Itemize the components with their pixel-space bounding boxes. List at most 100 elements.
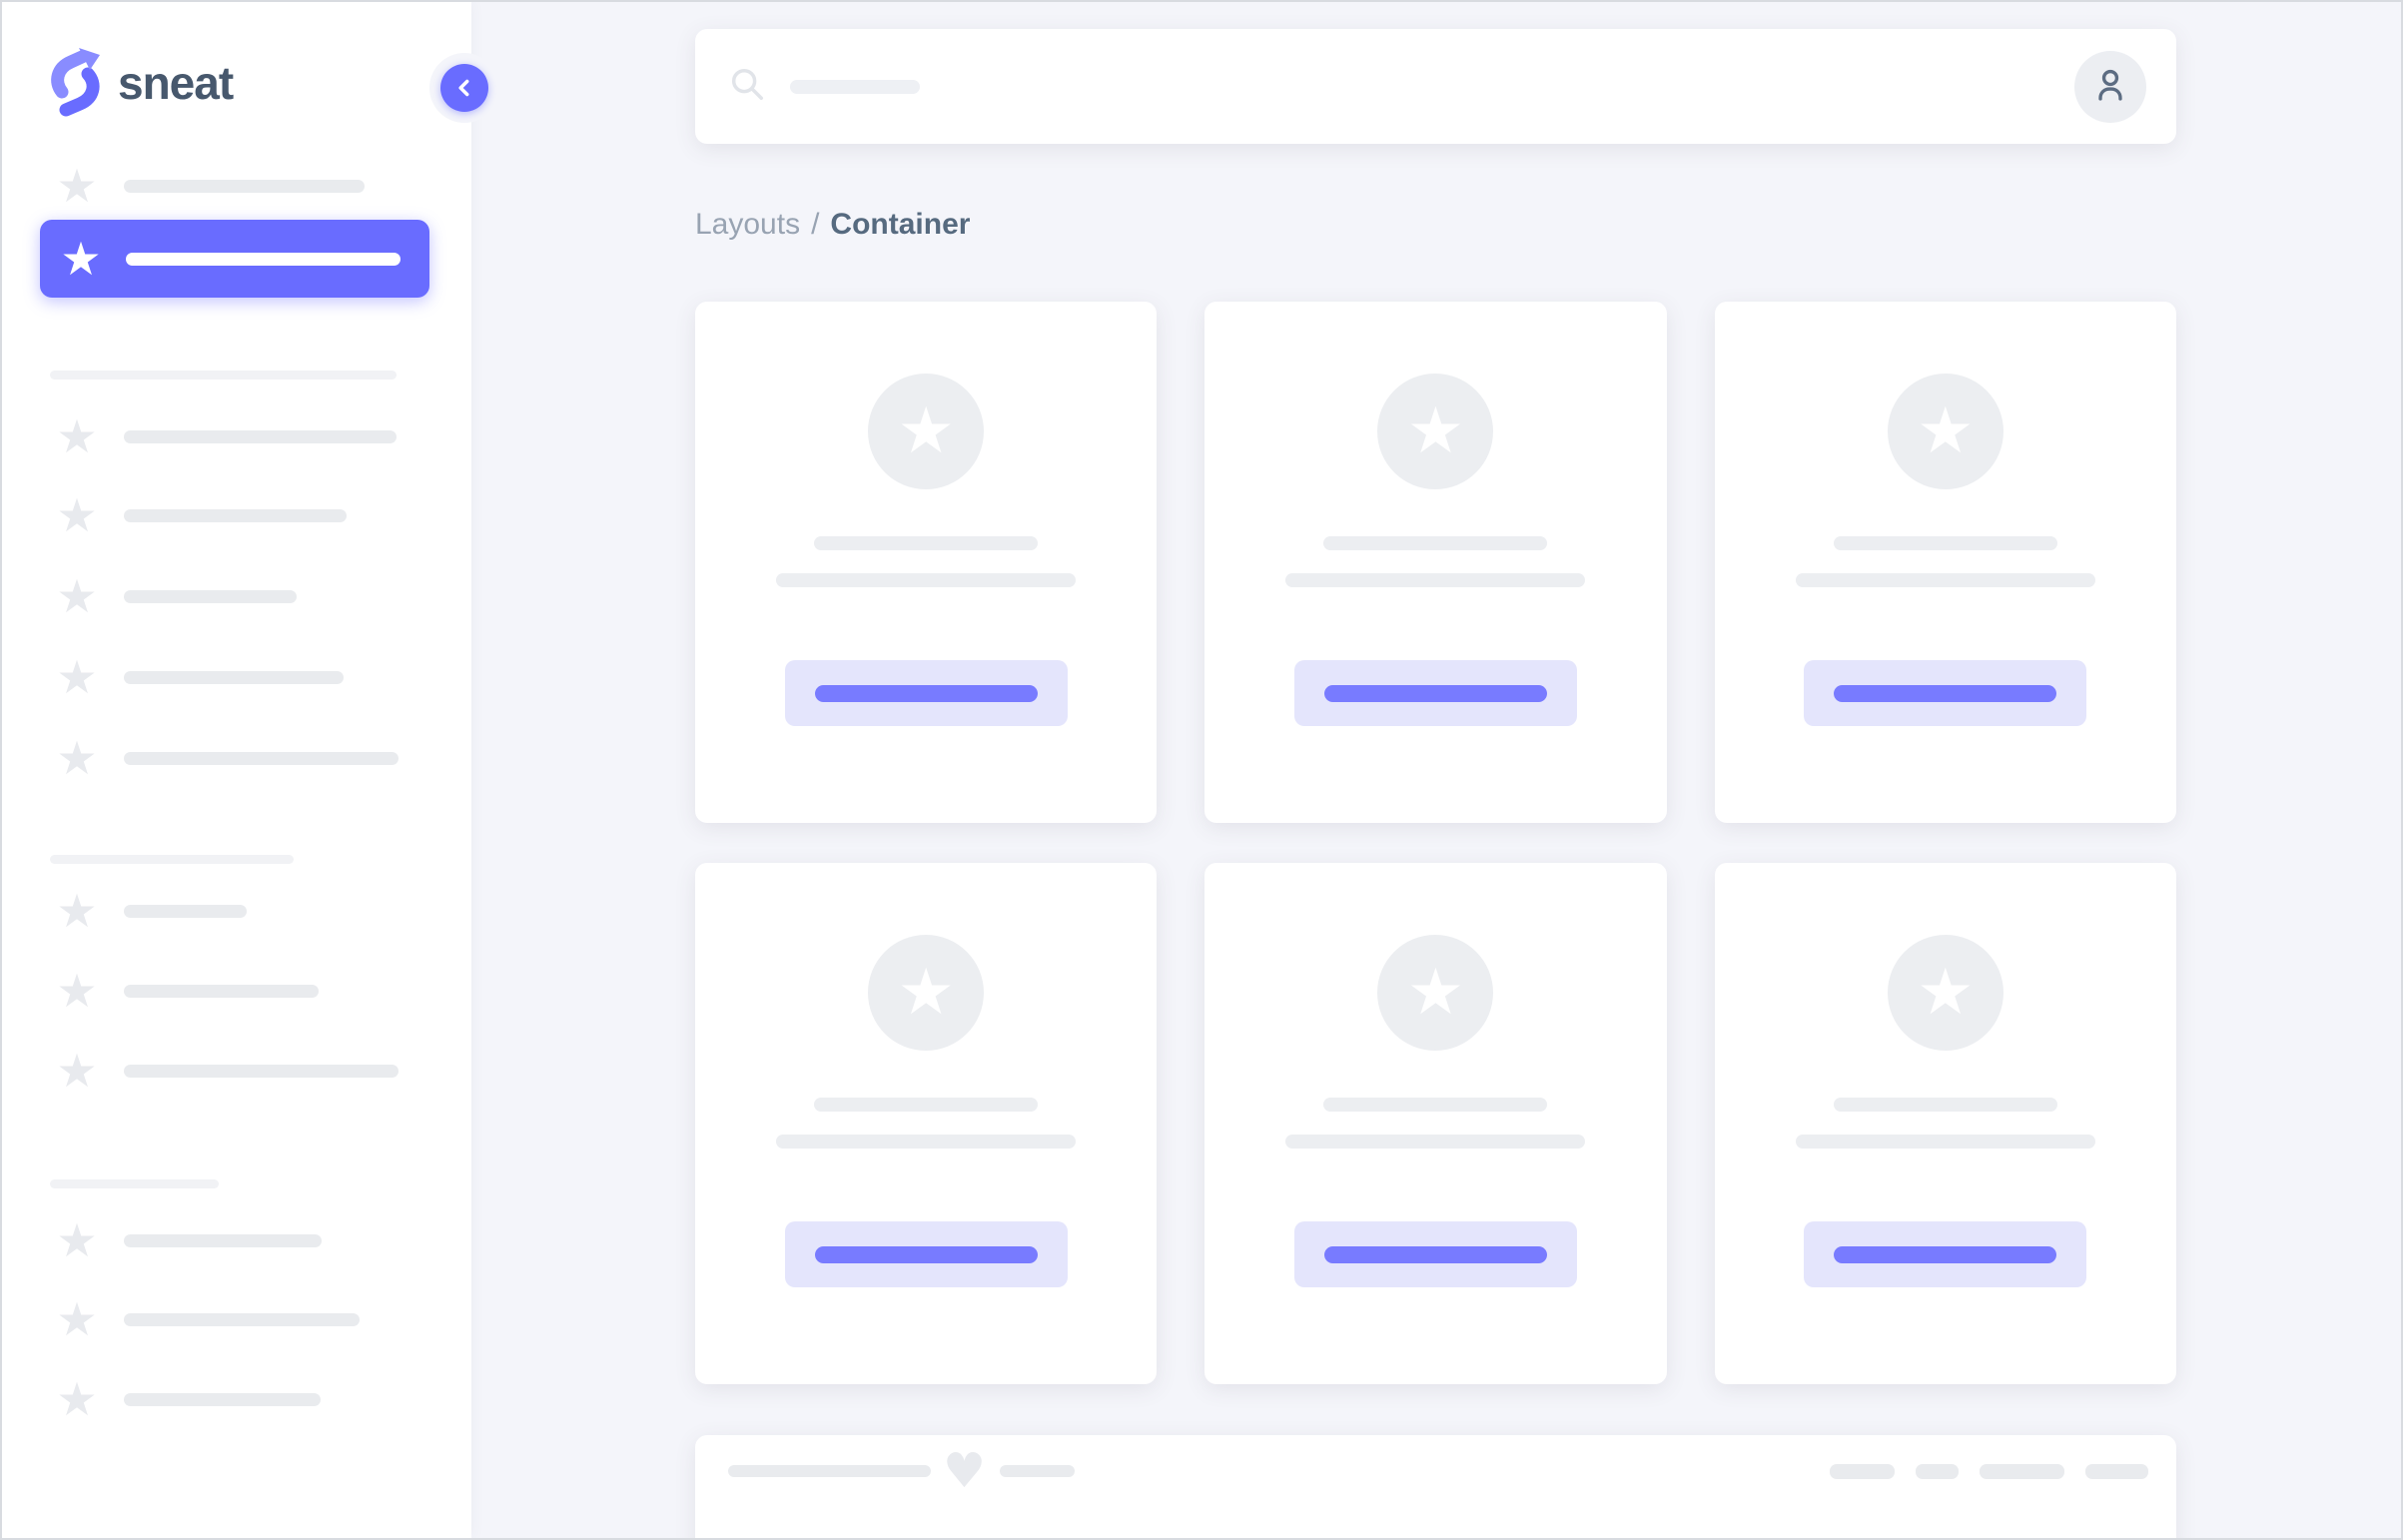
star-avatar: ★ bbox=[1887, 935, 2003, 1051]
action-button[interactable] bbox=[784, 1221, 1068, 1287]
text-placeholder bbox=[814, 536, 1039, 550]
action-button[interactable] bbox=[1804, 660, 2087, 726]
star-avatar: ★ bbox=[1377, 374, 1494, 489]
star-icon: ★ bbox=[56, 569, 98, 623]
menu-label-placeholder bbox=[124, 179, 365, 193]
star-icon: ★ bbox=[1917, 956, 1975, 1030]
sidebar-section-placeholder bbox=[50, 371, 397, 380]
star-icon: ★ bbox=[56, 488, 98, 542]
brand[interactable]: sneat bbox=[50, 48, 234, 118]
sidebar-item[interactable]: ★ bbox=[54, 1295, 451, 1343]
card-grid: ★ ★ ★ ★ ★ bbox=[695, 302, 2176, 1384]
menu-label-placeholder bbox=[124, 1392, 321, 1406]
content-card: ★ bbox=[695, 863, 1158, 1384]
user-avatar[interactable] bbox=[2074, 50, 2146, 123]
pagination-item-placeholder[interactable] bbox=[2085, 1463, 2148, 1479]
content-card: ★ bbox=[695, 302, 1158, 823]
star-icon: ★ bbox=[56, 884, 98, 938]
sidebar-item[interactable]: ★ bbox=[54, 162, 451, 210]
text-placeholder bbox=[1833, 1098, 2057, 1112]
star-icon: ★ bbox=[897, 956, 955, 1030]
text-placeholder bbox=[1323, 1098, 1548, 1112]
breadcrumb-separator: / bbox=[811, 208, 820, 241]
star-icon: ★ bbox=[1406, 394, 1465, 468]
sidebar-item[interactable]: ★ bbox=[54, 967, 451, 1015]
text-placeholder bbox=[1795, 1135, 2095, 1149]
button-label-placeholder bbox=[1323, 1245, 1547, 1263]
heart-icon[interactable]: ♥ bbox=[943, 1443, 987, 1499]
sidebar-section-placeholder bbox=[50, 855, 294, 864]
star-icon: ★ bbox=[56, 409, 98, 463]
star-avatar: ★ bbox=[868, 935, 985, 1051]
star-avatar: ★ bbox=[1887, 374, 2003, 489]
bottom-card-row: ♥ bbox=[728, 1443, 2148, 1499]
menu-label-placeholder bbox=[124, 751, 399, 765]
menu-label-placeholder bbox=[124, 670, 344, 684]
text-placeholder bbox=[1285, 573, 1586, 587]
star-avatar: ★ bbox=[868, 374, 985, 489]
topbar bbox=[695, 29, 2176, 144]
text-placeholder bbox=[1000, 1465, 1076, 1477]
chevron-left-icon bbox=[440, 64, 488, 112]
star-icon: ★ bbox=[56, 964, 98, 1018]
star-icon: ★ bbox=[1406, 956, 1465, 1030]
star-icon: ★ bbox=[56, 1044, 98, 1098]
sidebar-collapse-button[interactable] bbox=[429, 53, 499, 123]
text-placeholder bbox=[728, 1465, 931, 1477]
pagination-item-placeholder[interactable] bbox=[1980, 1463, 2064, 1479]
star-icon: ★ bbox=[56, 159, 98, 213]
menu-label-placeholder bbox=[124, 984, 319, 998]
sidebar-section-placeholder bbox=[50, 1179, 219, 1188]
star-icon: ★ bbox=[56, 1213, 98, 1267]
pagination-item-placeholder[interactable] bbox=[1830, 1463, 1895, 1479]
button-label-placeholder bbox=[814, 684, 1038, 702]
star-icon: ★ bbox=[1917, 394, 1975, 468]
content-card: ★ bbox=[1714, 302, 2176, 823]
button-label-placeholder bbox=[1323, 684, 1547, 702]
sidebar-item[interactable]: ★ bbox=[54, 653, 451, 701]
person-icon bbox=[2089, 64, 2131, 109]
content-card: ★ bbox=[1204, 863, 1667, 1384]
search-input[interactable] bbox=[728, 65, 2074, 108]
text-placeholder bbox=[776, 1135, 1077, 1149]
sidebar-item[interactable]: ★ bbox=[54, 491, 451, 539]
menu-label-placeholder bbox=[124, 1064, 399, 1078]
menu-label-placeholder bbox=[124, 589, 297, 603]
text-placeholder bbox=[1833, 536, 2057, 550]
text-placeholder bbox=[1795, 573, 2095, 587]
action-button[interactable] bbox=[1293, 660, 1577, 726]
magnifier-icon bbox=[728, 65, 766, 108]
sidebar-item[interactable]: ★ bbox=[54, 572, 451, 620]
sidebar-item[interactable]: ★ bbox=[54, 1375, 451, 1423]
button-label-placeholder bbox=[814, 1245, 1038, 1263]
sidebar-item[interactable]: ★ bbox=[54, 412, 451, 460]
action-button[interactable] bbox=[1804, 1221, 2087, 1287]
content-card: ★ bbox=[1204, 302, 1667, 823]
action-button[interactable] bbox=[784, 660, 1068, 726]
breadcrumb-current: Container bbox=[830, 208, 971, 241]
sidebar-item[interactable]: ★ bbox=[54, 734, 451, 782]
main-content: Layouts / Container ★ ★ ★ ★ bbox=[471, 2, 2401, 1538]
bottom-card: ♥ bbox=[695, 1435, 2176, 1538]
menu-label-placeholder bbox=[124, 508, 347, 522]
breadcrumb-link[interactable]: Layouts bbox=[695, 208, 801, 241]
breadcrumb: Layouts / Container bbox=[695, 208, 2176, 242]
menu-label-placeholder bbox=[124, 429, 397, 443]
button-label-placeholder bbox=[1834, 684, 2057, 702]
sidebar-item[interactable]: ★ bbox=[54, 887, 451, 935]
star-icon: ★ bbox=[56, 731, 98, 785]
star-icon: ★ bbox=[56, 1292, 98, 1346]
text-placeholder bbox=[814, 1098, 1039, 1112]
text-placeholder bbox=[776, 573, 1077, 587]
star-icon: ★ bbox=[56, 1372, 98, 1426]
sidebar-menu: ★ ★ ★ ★ ★ ★ ★ ★ ★ ★ ★ ★ ★ bbox=[2, 2, 471, 1538]
sidebar: sneat ★ ★ ★ ★ ★ ★ ★ ★ ★ bbox=[2, 2, 499, 1538]
sidebar-item[interactable]: ★ bbox=[54, 1047, 451, 1095]
pagination-item-placeholder[interactable] bbox=[1916, 1463, 1959, 1479]
action-button[interactable] bbox=[1293, 1221, 1577, 1287]
menu-label-placeholder bbox=[124, 904, 247, 918]
sidebar-item[interactable]: ★ bbox=[54, 1216, 451, 1264]
menu-label-placeholder bbox=[126, 252, 400, 266]
sidebar-item-active[interactable]: ★ bbox=[40, 220, 429, 298]
